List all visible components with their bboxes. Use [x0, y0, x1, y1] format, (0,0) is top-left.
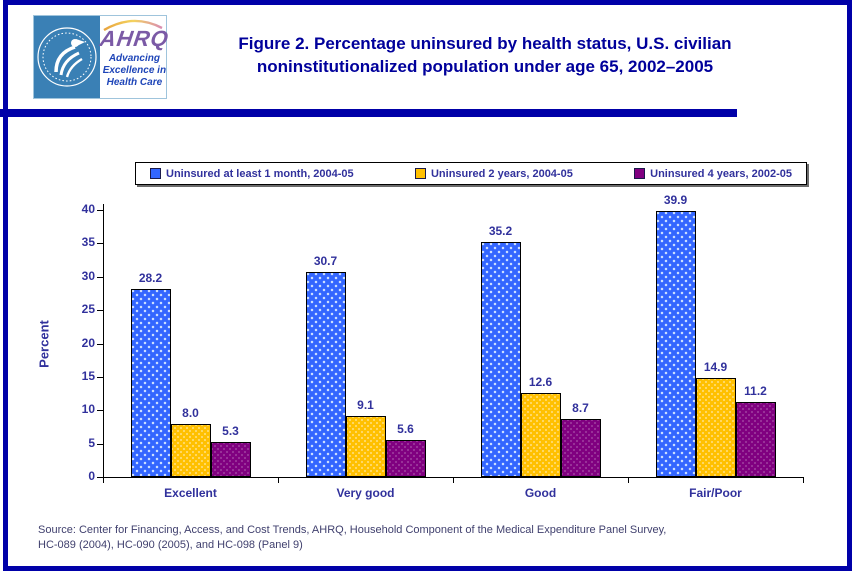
ahrq-tagline: Advancing Excellence in Health Care [100, 53, 169, 89]
x-category-label: Very good [336, 486, 395, 500]
bar-fair-poor-series2 [735, 402, 776, 477]
figure-title-line1: Figure 2. Percentage uninsured by health… [238, 34, 732, 53]
bar-fair-poor-series0 [655, 210, 696, 477]
tagline-line: Advancing [108, 53, 160, 64]
figure-title: Figure 2. Percentage uninsured by health… [185, 33, 785, 79]
x-category-label: Fair/Poor [689, 486, 742, 500]
bar-value-label: 9.1 [357, 398, 374, 413]
legend-item-series1: Uninsured 2 years, 2004-05 [414, 167, 573, 180]
x-tick [628, 477, 629, 483]
bar-value-label: 5.3 [222, 423, 239, 438]
y-tick-label: 40 [81, 202, 95, 216]
y-tick-label: 25 [81, 302, 95, 317]
hhs-seal-icon [34, 16, 100, 98]
y-tick [97, 310, 103, 312]
x-tick [803, 477, 804, 483]
bar-value-label: 28.2 [138, 270, 163, 285]
bar-value-label: 8.7 [572, 400, 589, 415]
bar-excellent-series2 [210, 441, 251, 477]
ahrq-logo-right: AHRQ Advancing Excellence in Health Care [98, 16, 171, 98]
y-axis-line [103, 204, 104, 477]
y-tick-label: 0 [88, 469, 95, 483]
y-tick [97, 410, 103, 412]
y-tick-label: 10 [81, 402, 95, 417]
legend-label: Uninsured at least 1 month, 2004-05 [166, 167, 354, 180]
ahrq-wordmark: AHRQ [98, 26, 171, 51]
y-tick-label: 30 [81, 268, 95, 283]
y-tick [97, 276, 103, 278]
bar-value-label: 12.6 [528, 374, 553, 389]
bar-good-series1 [520, 392, 561, 477]
bar-value-label: 39.9 [663, 192, 688, 207]
bar-very-good-series1 [345, 416, 386, 477]
y-tick [97, 243, 103, 245]
legend-item-series2: Uninsured 4 years, 2002-05 [634, 168, 792, 180]
tagline-line: Health Care [106, 77, 163, 88]
x-tick [278, 477, 279, 483]
x-category-label: Excellent [164, 486, 217, 500]
source-note: Source: Center for Financing, Access, an… [38, 523, 823, 553]
chart-legend: Uninsured at least 1 month, 2004-05 Unins… [135, 162, 807, 185]
bar-value-label: 11.2 [744, 384, 767, 399]
x-tick [453, 477, 454, 483]
bar-value-label: 14.9 [703, 359, 728, 374]
y-tick-label: 5 [88, 435, 95, 450]
source-line2: HC-089 (2004), HC-090 (2005), and HC-098… [38, 539, 303, 551]
ahrq-arc-icon [103, 19, 163, 31]
y-tick [97, 210, 103, 211]
legend-label: Uninsured 4 years, 2002-05 [650, 167, 792, 180]
legend-item-series0: Uninsured at least 1 month, 2004-05 [150, 168, 354, 180]
y-tick [97, 376, 103, 378]
legend-label: Uninsured 2 years, 2004-05 [430, 167, 573, 180]
x-tick [103, 477, 104, 483]
bar-good-series0 [480, 242, 521, 477]
legend-swatch-icon [150, 168, 161, 179]
tagline-line: Excellence in [102, 65, 167, 76]
y-tick-label: 15 [81, 368, 95, 383]
bar-value-label: 30.7 [313, 254, 338, 269]
ahrq-logo: AHRQ Advancing Excellence in Health Care [33, 15, 171, 99]
bar-value-label: 8.0 [182, 405, 199, 420]
bar-value-label: 5.6 [397, 421, 414, 436]
source-line1: Source: Center for Financing, Access, an… [38, 524, 667, 536]
bar-very-good-series0 [305, 272, 346, 477]
bar-good-series2 [560, 418, 601, 477]
bar-fair-poor-series1 [695, 377, 736, 477]
y-tick [97, 343, 103, 345]
legend-swatch-icon [634, 168, 646, 179]
y-axis-title: Percent [36, 320, 52, 368]
bar-excellent-series1 [170, 423, 211, 477]
x-category-label: Good [524, 486, 557, 500]
y-tick [97, 477, 103, 478]
legend-swatch-icon [414, 168, 426, 179]
y-tick-label: 20 [81, 335, 95, 350]
figure-title-line2: noninstitutionalized population under ag… [256, 56, 714, 76]
bar-very-good-series2 [385, 439, 426, 477]
bar-value-label: 35.2 [488, 224, 513, 239]
bar-excellent-series0 [130, 288, 171, 477]
y-tick [97, 443, 103, 445]
page-border [3, 0, 852, 571]
y-tick-label: 35 [81, 235, 95, 250]
header-divider [0, 109, 737, 117]
